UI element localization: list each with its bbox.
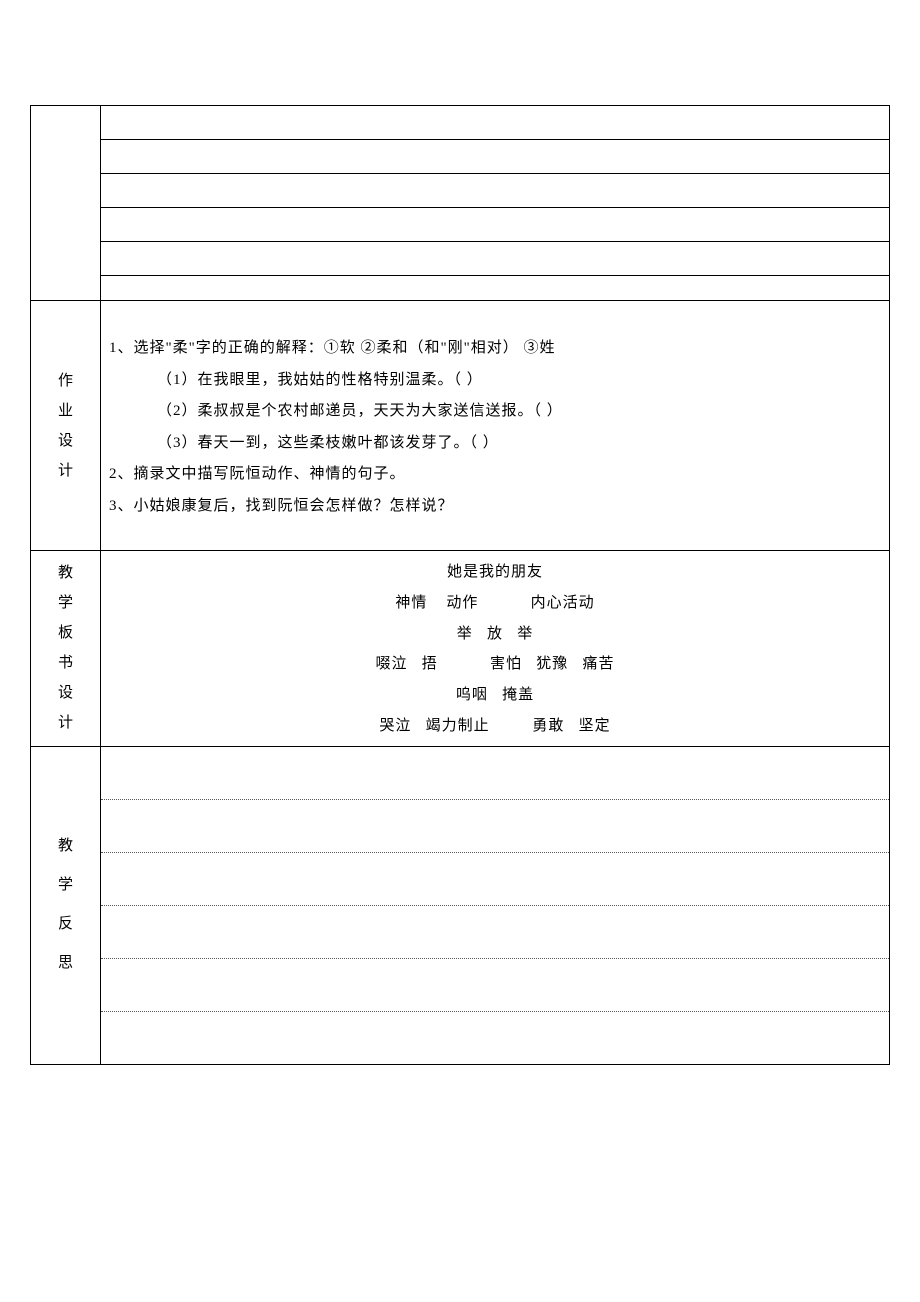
board-row1-right: 内心活动 — [531, 595, 595, 611]
homework-q2: 2、摘录文中描写阮恒动作、神情的句子。 — [109, 459, 881, 491]
board-title: 她是我的朋友 — [101, 557, 889, 588]
homework-row: 作 业 设 计 1、选择"柔"字的正确的解释：①软 ②柔和（和"刚"相对） ③姓… — [31, 301, 890, 551]
page-container: 作 业 设 计 1、选择"柔"字的正确的解释：①软 ②柔和（和"刚"相对） ③姓… — [0, 0, 920, 1302]
reflection-ruled-lines — [101, 747, 889, 1064]
lesson-plan-table: 作 业 设 计 1、选择"柔"字的正确的解释：①软 ②柔和（和"刚"相对） ③姓… — [30, 105, 890, 1065]
homework-q1: 1、选择"柔"字的正确的解释：①软 ②柔和（和"刚"相对） ③姓 — [109, 333, 881, 365]
reflection-label-char: 思 — [31, 944, 100, 983]
board-label-char: 书 — [31, 648, 100, 678]
top-ruled-lines — [101, 106, 889, 300]
board-row-2: 举 放 举 — [101, 619, 889, 650]
reflection-label-char: 教 — [31, 827, 100, 866]
board-label-char: 设 — [31, 678, 100, 708]
homework-label-char: 计 — [31, 456, 100, 486]
board-label-char: 学 — [31, 588, 100, 618]
board-design-row: 教 学 板 书 设 计 她是我的朋友 神情 动作 内心活动 举 放 举 啜泣 捂… — [31, 551, 890, 747]
board-row5-left: 哭泣 竭力制止 — [379, 718, 489, 734]
board-content: 她是我的朋友 神情 动作 内心活动 举 放 举 啜泣 捂 害怕 犹豫 痛苦 呜咽… — [101, 551, 890, 747]
board-row5-right: 勇敢 坚定 — [532, 718, 610, 734]
board-row-4: 呜咽 掩盖 — [101, 680, 889, 711]
board-row3-right: 害怕 犹豫 痛苦 — [490, 656, 615, 672]
board-row1-left: 神情 动作 — [395, 595, 478, 611]
homework-q3: 3、小姑娘康复后，找到阮恒会怎样做？怎样说？ — [109, 491, 881, 523]
reflection-row: 教 学 反 思 — [31, 746, 890, 1064]
board-row-5: 哭泣 竭力制止 勇敢 坚定 — [101, 711, 889, 742]
reflection-label-char: 反 — [31, 905, 100, 944]
top-section-row — [31, 106, 890, 301]
homework-content: 1、选择"柔"字的正确的解释：①软 ②柔和（和"刚"相对） ③姓 （1）在我眼里… — [101, 301, 890, 551]
board-row-1: 神情 动作 内心活动 — [101, 588, 889, 619]
homework-q1-b: （2）柔叔叔是个农村邮递员，天天为大家送信送报。（ ） — [109, 396, 881, 428]
homework-label: 作 业 设 计 — [31, 301, 101, 551]
board-label-char: 计 — [31, 708, 100, 738]
board-label-char: 教 — [31, 558, 100, 588]
homework-label-char: 业 — [31, 396, 100, 426]
homework-label-char: 设 — [31, 426, 100, 456]
reflection-content — [101, 746, 890, 1064]
top-section-label — [31, 106, 101, 301]
homework-label-char: 作 — [31, 366, 100, 396]
board-label: 教 学 板 书 设 计 — [31, 551, 101, 747]
reflection-label: 教 学 反 思 — [31, 746, 101, 1064]
top-section-content — [101, 106, 890, 301]
homework-q1-c: （3）春天一到，这些柔枝嫩叶都该发芽了。（ ） — [109, 428, 881, 460]
reflection-label-char: 学 — [31, 866, 100, 905]
board-label-char: 板 — [31, 618, 100, 648]
board-row3-left: 啜泣 捂 — [375, 656, 437, 672]
board-row-3: 啜泣 捂 害怕 犹豫 痛苦 — [101, 649, 889, 680]
homework-q1-a: （1）在我眼里，我姑姑的性格特别温柔。（ ） — [109, 365, 881, 397]
